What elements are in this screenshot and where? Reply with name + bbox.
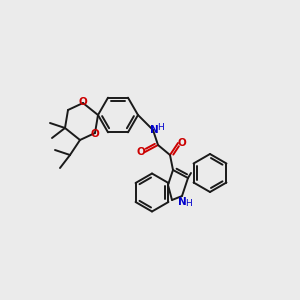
Text: N: N (178, 197, 186, 207)
Text: H: H (186, 199, 192, 208)
Text: O: O (91, 129, 99, 139)
Text: O: O (136, 147, 146, 157)
Text: O: O (79, 97, 87, 107)
Text: O: O (178, 138, 186, 148)
Text: N: N (150, 125, 158, 135)
Text: H: H (158, 124, 164, 133)
